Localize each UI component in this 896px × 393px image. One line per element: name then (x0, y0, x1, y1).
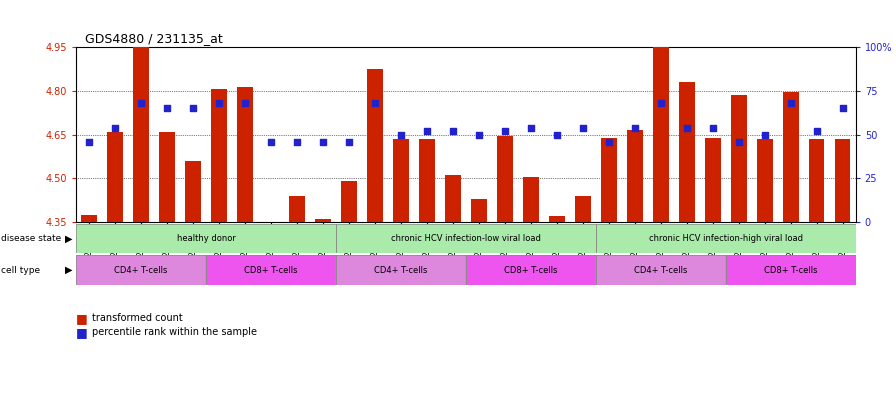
Bar (393, 139, 409, 222)
Point (212, 100, 226, 106)
Point (576, 125, 590, 131)
Bar (731, 95, 746, 222)
Bar (134, 47, 149, 222)
Bar (575, 196, 590, 222)
Bar (159, 132, 175, 222)
Text: CD8+ T-cells: CD8+ T-cells (504, 266, 557, 275)
Point (836, 105, 850, 112)
Point (368, 100, 383, 106)
Point (706, 125, 720, 131)
Bar (315, 219, 331, 222)
Text: ▶: ▶ (65, 265, 73, 275)
Point (680, 125, 694, 131)
Point (472, 131, 487, 138)
Bar (76, 255, 206, 285)
Point (810, 128, 824, 134)
Text: CD8+ T-cells: CD8+ T-cells (245, 266, 297, 275)
Point (654, 100, 668, 106)
Point (134, 100, 149, 106)
Bar (601, 138, 616, 222)
Text: CD4+ T-cells: CD4+ T-cells (634, 266, 687, 275)
Point (602, 138, 616, 145)
Bar (445, 175, 461, 222)
Bar (549, 216, 564, 222)
Point (290, 138, 305, 145)
Point (316, 138, 331, 145)
Bar (289, 196, 305, 222)
Point (264, 138, 279, 145)
Bar (679, 82, 694, 222)
Point (160, 105, 175, 112)
Text: CD4+ T-cells: CD4+ T-cells (115, 266, 168, 275)
Bar (757, 139, 772, 222)
Bar (627, 130, 642, 222)
Bar (783, 92, 798, 222)
Text: ▶: ▶ (65, 234, 73, 244)
Point (342, 138, 357, 145)
Text: healthy donor: healthy donor (177, 234, 236, 243)
Point (186, 105, 201, 112)
Point (498, 128, 513, 134)
Point (783, 100, 798, 106)
Bar (336, 224, 596, 253)
Bar (211, 90, 227, 222)
Text: chronic HCV infection-high viral load: chronic HCV infection-high viral load (649, 234, 803, 243)
Point (732, 138, 746, 145)
Text: CD8+ T-cells: CD8+ T-cells (764, 266, 817, 275)
Point (758, 131, 772, 138)
Bar (336, 255, 466, 285)
Point (394, 131, 409, 138)
Bar (809, 139, 824, 222)
Bar (471, 199, 487, 222)
Point (550, 131, 564, 138)
Bar (367, 69, 383, 222)
Bar (341, 181, 357, 222)
Bar (653, 47, 668, 222)
Bar (497, 136, 513, 222)
Point (108, 125, 123, 131)
Bar (835, 139, 850, 222)
Point (524, 125, 538, 131)
Text: transformed count: transformed count (92, 313, 183, 323)
Bar (185, 161, 201, 222)
Point (446, 128, 461, 134)
Text: chronic HCV infection-low viral load: chronic HCV infection-low viral load (391, 234, 541, 243)
Bar (419, 139, 435, 222)
Bar (237, 86, 253, 222)
Point (419, 128, 435, 134)
Bar (596, 224, 856, 253)
Text: CD4+ T-cells: CD4+ T-cells (375, 266, 427, 275)
Bar (108, 132, 123, 222)
Bar (705, 138, 720, 222)
Bar (76, 224, 336, 253)
Text: disease state: disease state (1, 234, 61, 243)
Text: percentile rank within the sample: percentile rank within the sample (92, 327, 257, 337)
Bar (726, 255, 856, 285)
Bar (466, 255, 596, 285)
Text: cell type: cell type (1, 266, 40, 275)
Bar (206, 255, 336, 285)
Point (238, 100, 253, 106)
Text: ■: ■ (76, 312, 88, 325)
Point (82, 138, 97, 145)
Bar (82, 215, 97, 222)
Text: GDS4880 / 231135_at: GDS4880 / 231135_at (85, 32, 223, 45)
Bar (596, 255, 726, 285)
Bar (523, 177, 538, 222)
Text: ■: ■ (76, 325, 88, 339)
Point (628, 125, 642, 131)
